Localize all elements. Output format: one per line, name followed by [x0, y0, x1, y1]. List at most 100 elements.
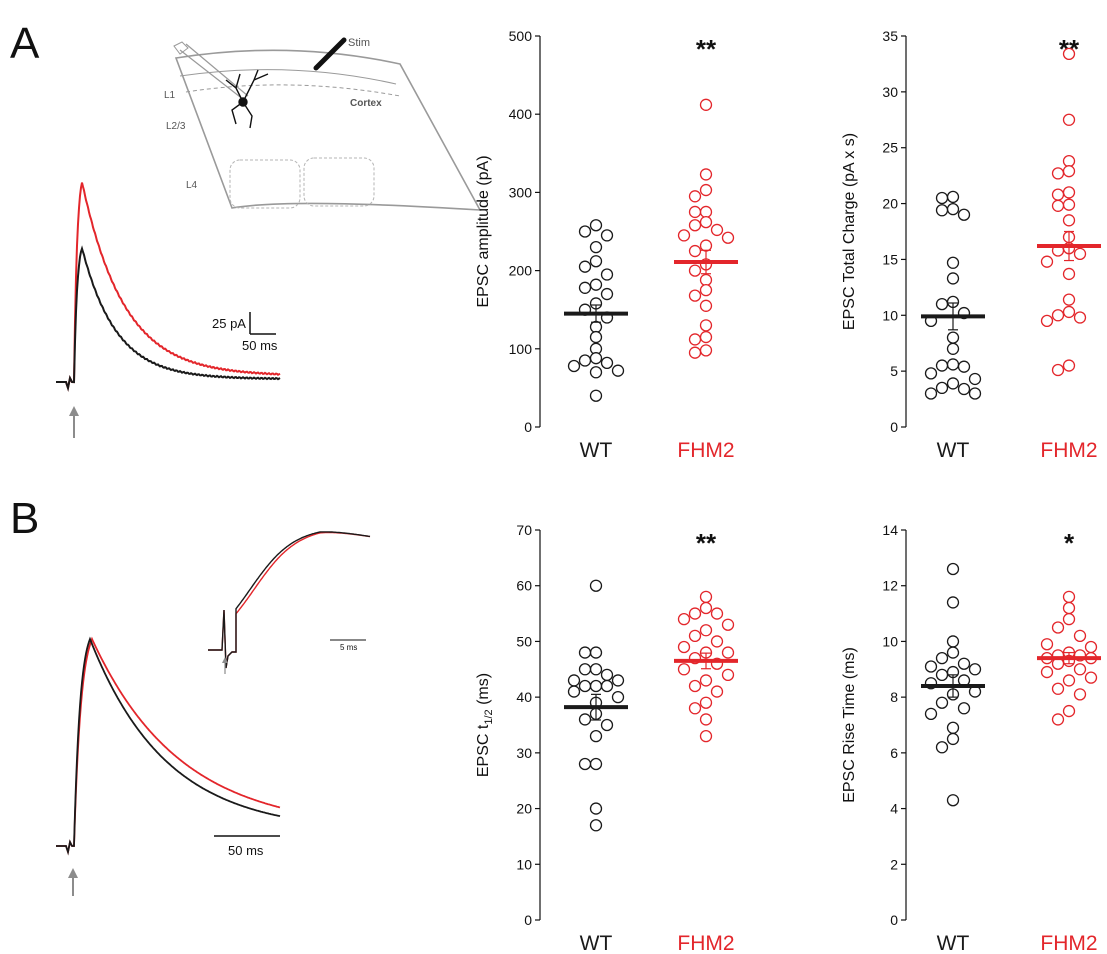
y-tick-label: 30	[516, 745, 532, 761]
data-point	[935, 204, 949, 217]
data-point	[589, 663, 603, 676]
data-point	[600, 679, 614, 693]
data-point	[589, 579, 603, 592]
scalebar-a-time: 50 ms	[242, 338, 278, 353]
data-point	[935, 741, 949, 754]
data-point	[699, 215, 713, 229]
panel-b-traces: 50 ms 5 ms	[56, 531, 371, 896]
x-category-label: WT	[580, 439, 613, 462]
data-point	[600, 356, 614, 370]
data-point	[721, 618, 735, 631]
data-point	[946, 377, 960, 390]
data-point	[600, 718, 614, 732]
panel-a-traces: 25 pA 50 ms	[56, 182, 281, 438]
y-tick-label: 0	[524, 419, 532, 435]
y-tick-label: 10	[516, 856, 532, 872]
data-point	[935, 381, 949, 395]
data-point	[1062, 704, 1076, 718]
barrel-left	[229, 159, 301, 209]
data-point	[946, 732, 960, 746]
data-point	[1051, 363, 1065, 377]
data-point	[699, 601, 713, 615]
y-tick-label: 200	[509, 263, 533, 279]
y-tick-label: 0	[890, 912, 898, 928]
y-tick-label: 8	[890, 689, 898, 705]
y-tick-label: 35	[882, 28, 898, 44]
data-point	[1062, 590, 1076, 604]
y-tick-label: 40	[516, 689, 532, 705]
chart-epsc-total-charge: 0 5 10 15 20 25 30 35 EPSC Total Charge (pA x s)…	[841, 28, 1101, 462]
scalebar-b-time: 50 ms	[228, 843, 264, 858]
data-point	[600, 229, 614, 242]
data-point	[699, 344, 713, 357]
trace-b-wt	[56, 636, 281, 856]
y-axis-label: EPSC Total Charge (pA x s)	[841, 133, 858, 330]
data-point	[699, 674, 713, 687]
cortex-slice-outline	[174, 49, 482, 211]
y-tick-label: 14	[882, 522, 898, 538]
data-point	[688, 679, 702, 693]
data-point	[721, 231, 735, 244]
data-point	[688, 607, 702, 620]
y-tick-label: 400	[509, 106, 533, 122]
data-point	[688, 333, 702, 346]
data-point	[677, 229, 691, 242]
data-point	[924, 660, 938, 673]
data-point	[1062, 305, 1076, 319]
panel-label-b: B	[10, 494, 39, 543]
stimulus-arrow-a	[69, 406, 79, 438]
chart-epsc-amplitude: 0 100 200 300 400 500 EPSC amplitude (pA) WT FHM…	[475, 28, 738, 462]
data-point	[957, 382, 971, 396]
y-tick-label: 60	[516, 578, 532, 594]
data-point	[567, 674, 581, 687]
chart-epsc-half-width: 0 10 20 30 40 50 60 70 EPSC t1/2 (ms) WT FHM2 **	[475, 522, 738, 954]
x-category-label: WT	[937, 932, 970, 954]
data-point	[721, 646, 735, 659]
data-point	[946, 646, 960, 659]
data-point	[710, 685, 724, 698]
cortex-schematic: Stim Cortex L1 L2/3 L4	[164, 37, 482, 211]
data-point	[699, 239, 713, 252]
data-point	[688, 629, 702, 643]
data-point	[699, 729, 713, 743]
y-tick-label: 50	[516, 633, 532, 649]
data-point	[699, 713, 713, 726]
data-point	[699, 283, 713, 297]
data-point	[589, 757, 603, 771]
y-tick-label: 300	[509, 184, 533, 200]
layer-boundary	[185, 84, 401, 97]
y-tick-label: 5	[890, 363, 898, 379]
data-point	[1040, 665, 1054, 679]
data-point	[699, 696, 713, 709]
chart-epsc-rise-time: 0 2 4 6 8 10 12 14 EPSC Rise Time (ms) WT FHM2 *	[841, 522, 1101, 954]
data-point	[1073, 663, 1087, 676]
data-point	[1062, 293, 1076, 306]
cortex-label: Cortex	[350, 98, 382, 109]
data-point	[699, 299, 713, 312]
data-point	[688, 264, 702, 277]
data-point	[589, 646, 603, 659]
data-point	[1062, 186, 1076, 199]
data-point	[1051, 621, 1065, 634]
stimulus-arrow-inset	[222, 657, 228, 674]
y-tick-label: 2	[890, 856, 898, 872]
data-point	[1040, 314, 1054, 328]
x-category-label: FHM2	[1040, 439, 1097, 462]
significance-marker: *	[1064, 528, 1075, 558]
data-point	[1051, 713, 1065, 726]
data-point	[710, 607, 724, 620]
x-category-label: FHM2	[1040, 932, 1097, 954]
data-point	[1062, 601, 1076, 615]
data-point	[578, 757, 592, 771]
data-point	[935, 668, 949, 682]
y-tick-label: 500	[509, 28, 533, 44]
data-point	[924, 707, 938, 721]
data-point	[578, 281, 592, 294]
data-point	[1051, 167, 1065, 180]
data-point	[589, 330, 603, 344]
data-point	[699, 319, 713, 332]
data-point	[935, 359, 949, 372]
y-tick-label: 12	[882, 578, 898, 594]
data-point	[957, 360, 971, 373]
